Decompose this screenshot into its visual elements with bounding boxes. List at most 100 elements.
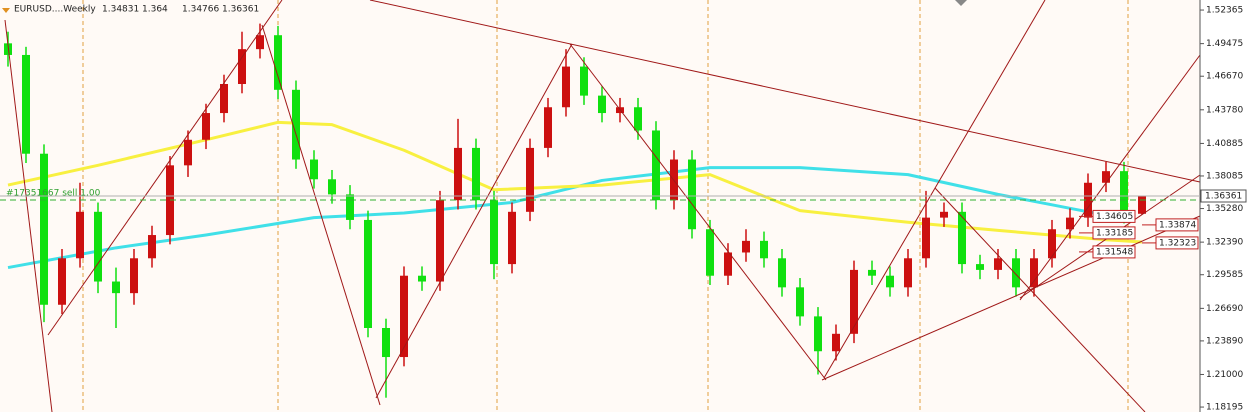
trendline [823, 0, 1046, 379]
candle-body [256, 35, 264, 50]
trendline [47, 0, 283, 336]
moving-average [7, 166, 1107, 270]
candle-body [562, 66, 570, 108]
ohlc-low: 1.34766 [182, 5, 219, 15]
candle-body [1012, 258, 1020, 288]
candle-body [454, 147, 462, 201]
ohlc-high: 1.364 [142, 5, 168, 15]
candle-body [1084, 182, 1092, 218]
y-tick-label: 1.32390 [1206, 238, 1243, 248]
ohlc-close: 1.36361 [222, 5, 259, 15]
candle-body [544, 107, 552, 148]
trendline [821, 215, 1201, 381]
candle-body [292, 89, 300, 160]
candle-body [436, 200, 444, 282]
y-tick-label: 1.52365 [1206, 6, 1243, 16]
y-tick-label: 1.40885 [1206, 139, 1243, 149]
candle-body [346, 194, 354, 220]
candle-body [886, 275, 894, 288]
price-label-box [1155, 218, 1199, 232]
candle-body [724, 252, 732, 276]
candle-body [184, 139, 192, 166]
candle-body [76, 211, 84, 259]
candle-body [490, 200, 498, 265]
trendline [369, 0, 1201, 183]
candle-body [994, 258, 1002, 270]
candle-body [958, 211, 966, 265]
y-tick-label: 1.23890 [1206, 336, 1243, 346]
candle-body [1030, 258, 1038, 288]
symbol-marker [2, 8, 10, 13]
candle-body [310, 159, 318, 180]
candle-body [922, 217, 930, 259]
ohlc-open: 1.34831 [102, 5, 139, 15]
candle-body [742, 240, 750, 253]
price-label: 1.33185 [1096, 228, 1133, 238]
candle-body [850, 269, 858, 334]
candle-body [1138, 195, 1146, 214]
candle-body [1102, 171, 1110, 183]
trendline [934, 187, 1146, 412]
candle-body [472, 147, 480, 201]
candle-body [274, 35, 282, 90]
price-label-box [1092, 226, 1136, 240]
candle-body [688, 159, 696, 230]
plot-background [0, 0, 1200, 412]
moving-average [7, 120, 1143, 244]
candle-body [652, 130, 660, 201]
current-price: 1.36361 [1205, 191, 1242, 201]
trendline [261, 24, 381, 406]
scroll-marker [955, 0, 967, 6]
candle-body [868, 269, 876, 276]
y-tick-label: 1.35280 [1206, 204, 1243, 214]
candle-body [148, 235, 156, 259]
chart-title: EURUSD....Weekly [14, 5, 96, 15]
candle-body [22, 54, 30, 154]
price-box [1200, 189, 1247, 203]
trendline [1019, 54, 1201, 301]
candles [4, 23, 1146, 398]
candle-body [202, 113, 210, 140]
y-tick-label: 1.21000 [1206, 370, 1243, 380]
candle-body [112, 281, 120, 294]
candle-body [598, 95, 606, 114]
candle-body [976, 264, 984, 270]
trendline [569, 43, 827, 381]
candle-body [1120, 171, 1128, 215]
candle-body [634, 107, 642, 131]
candle-body [580, 66, 588, 96]
price-label-box [1092, 209, 1136, 223]
candle-body [382, 327, 390, 358]
candle-body [328, 179, 336, 195]
candle-body [814, 316, 822, 352]
overlays [7, 120, 1143, 270]
candle-body [940, 211, 948, 218]
candle-body [418, 275, 426, 282]
candle-body [364, 219, 372, 328]
y-tick-label: 1.46670 [1206, 72, 1243, 82]
candle-body [760, 240, 768, 259]
y-tick-label: 1.29585 [1206, 270, 1243, 280]
trendlines [4, 0, 1201, 412]
candle-body [1066, 217, 1074, 230]
y-tick-label: 1.18195 [1206, 403, 1243, 412]
price-label: 1.31548 [1096, 247, 1133, 257]
price-label: 1.34605 [1096, 212, 1133, 222]
trendline [375, 43, 573, 399]
candle-body [706, 229, 714, 276]
order-label: #17351667 sell 1.00 [6, 188, 101, 198]
y-tick-label: 1.38085 [1206, 171, 1243, 181]
trendline [4, 19, 53, 412]
candle-body [130, 258, 138, 294]
candle-body [220, 84, 228, 114]
price-label-box [1092, 245, 1136, 259]
candle-body [778, 258, 786, 288]
y-tick-label: 1.26690 [1206, 304, 1243, 314]
candle-body [508, 211, 516, 265]
y-tick-label: 1.43780 [1206, 105, 1243, 115]
y-tick-label: 1.49475 [1206, 39, 1243, 49]
candle-body [58, 258, 66, 305]
candle-body [94, 211, 102, 282]
candle-body [526, 147, 534, 212]
